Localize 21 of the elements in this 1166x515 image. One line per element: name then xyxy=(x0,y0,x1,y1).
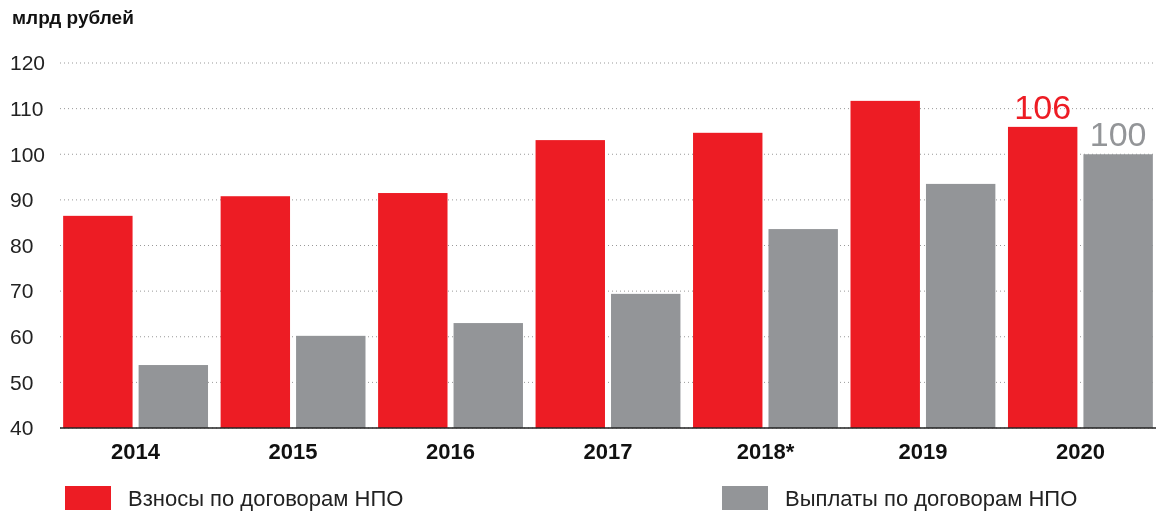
y-tick-label: 60 xyxy=(10,325,34,349)
x-tick-label: 2016 xyxy=(426,439,476,464)
y-tick-label: 50 xyxy=(10,370,34,394)
legend-label: Взносы по договорам НПО xyxy=(128,485,404,511)
x-tick-label: 2020 xyxy=(1055,439,1105,464)
y-tick-label: 100 xyxy=(10,142,46,166)
x-tick-label: 2019 xyxy=(898,439,948,464)
x-tick-label: 2018* xyxy=(736,439,795,464)
y-tick-label: 80 xyxy=(10,233,34,257)
y-tick-label: 120 xyxy=(10,51,46,75)
data-label: 100 xyxy=(1089,115,1147,154)
x-tick-label: 2017 xyxy=(583,439,633,464)
data-label: 106 xyxy=(1014,87,1072,126)
y-tick-label: 90 xyxy=(10,188,34,212)
y-tick-label: 70 xyxy=(10,279,34,303)
legend-label: Выплаты по договорам НПО xyxy=(785,485,1078,511)
y-tick-label: 40 xyxy=(10,416,34,440)
y-axis-title: млрд рублей xyxy=(12,7,134,28)
x-tick-label: 2014 xyxy=(111,439,161,464)
y-tick-label: 110 xyxy=(10,96,44,120)
x-tick-label: 2015 xyxy=(268,439,318,464)
